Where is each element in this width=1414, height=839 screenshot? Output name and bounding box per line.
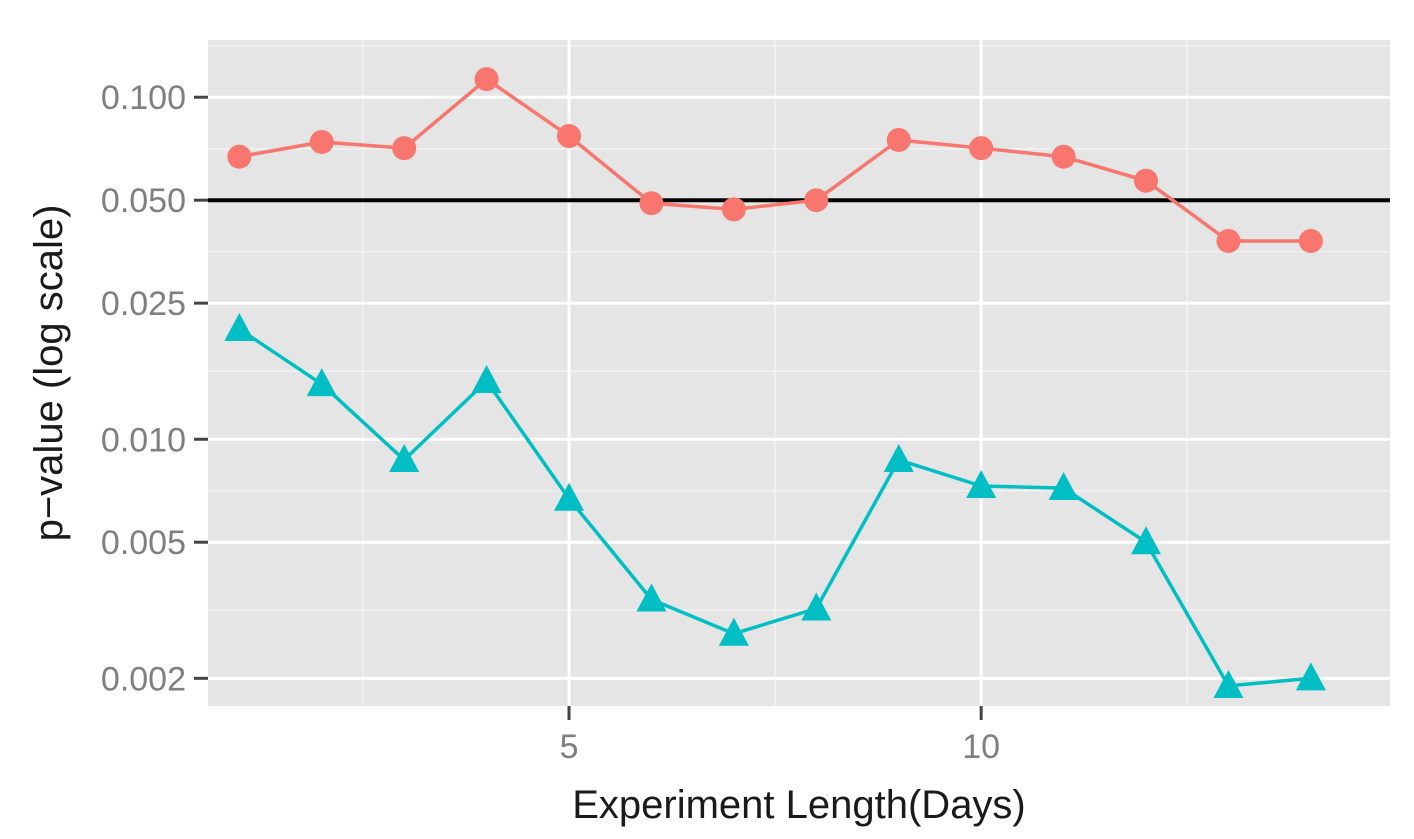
y-tick-label: 0.050 [101, 182, 186, 220]
series-1-point [1216, 228, 1241, 253]
series-2-line [238, 327, 1312, 688]
series-1-point [1134, 168, 1159, 193]
series-2-point [306, 368, 337, 397]
series-2-point [389, 443, 420, 472]
series-2-point [1295, 662, 1326, 691]
series-1-point [969, 136, 994, 161]
series-layer [224, 67, 1326, 698]
y-axis: 0.002 0.005 0.010 0.025 0.050 0.100 [101, 79, 208, 698]
x-axis: 5 10 [560, 706, 1000, 766]
series-1-point [721, 197, 746, 222]
series-2-point [718, 617, 749, 646]
y-tick-label: 0.025 [101, 285, 186, 323]
y-tick-label: 0.002 [101, 660, 186, 698]
series-2-point [471, 365, 502, 394]
minor-gridlines [208, 40, 1390, 706]
series-2-point [636, 583, 667, 612]
series-1-point [474, 67, 499, 92]
series-2-point [966, 470, 997, 499]
series-1-point [392, 136, 417, 161]
x-tick-label: 10 [962, 728, 1000, 766]
series-1-point [1051, 144, 1076, 169]
x-axis-title: Experiment Length(Days) [572, 783, 1026, 827]
y-tick-label: 0.010 [101, 421, 186, 459]
y-tick-label: 0.100 [101, 79, 186, 117]
series-2-point [1131, 526, 1162, 555]
series-2-point [554, 482, 585, 511]
plot-panel [208, 40, 1390, 706]
series-1-point [309, 129, 334, 154]
series-2-point [883, 443, 914, 472]
series-1-point [227, 144, 252, 169]
series-1-point [557, 124, 582, 149]
series-2-point [801, 592, 832, 621]
y-tick-label: 0.005 [101, 524, 186, 562]
series-1-point [886, 127, 911, 152]
x-tick-label: 5 [560, 728, 579, 766]
y-axis-title: p−value (log scale) [27, 205, 71, 542]
series-1-point [1298, 228, 1323, 253]
series-1-point [804, 188, 829, 213]
series-2-point [1213, 669, 1244, 698]
series-2-point [1048, 472, 1079, 501]
series-2-point [224, 313, 255, 342]
series-1-line [238, 77, 1311, 243]
series-1-point [639, 191, 664, 216]
